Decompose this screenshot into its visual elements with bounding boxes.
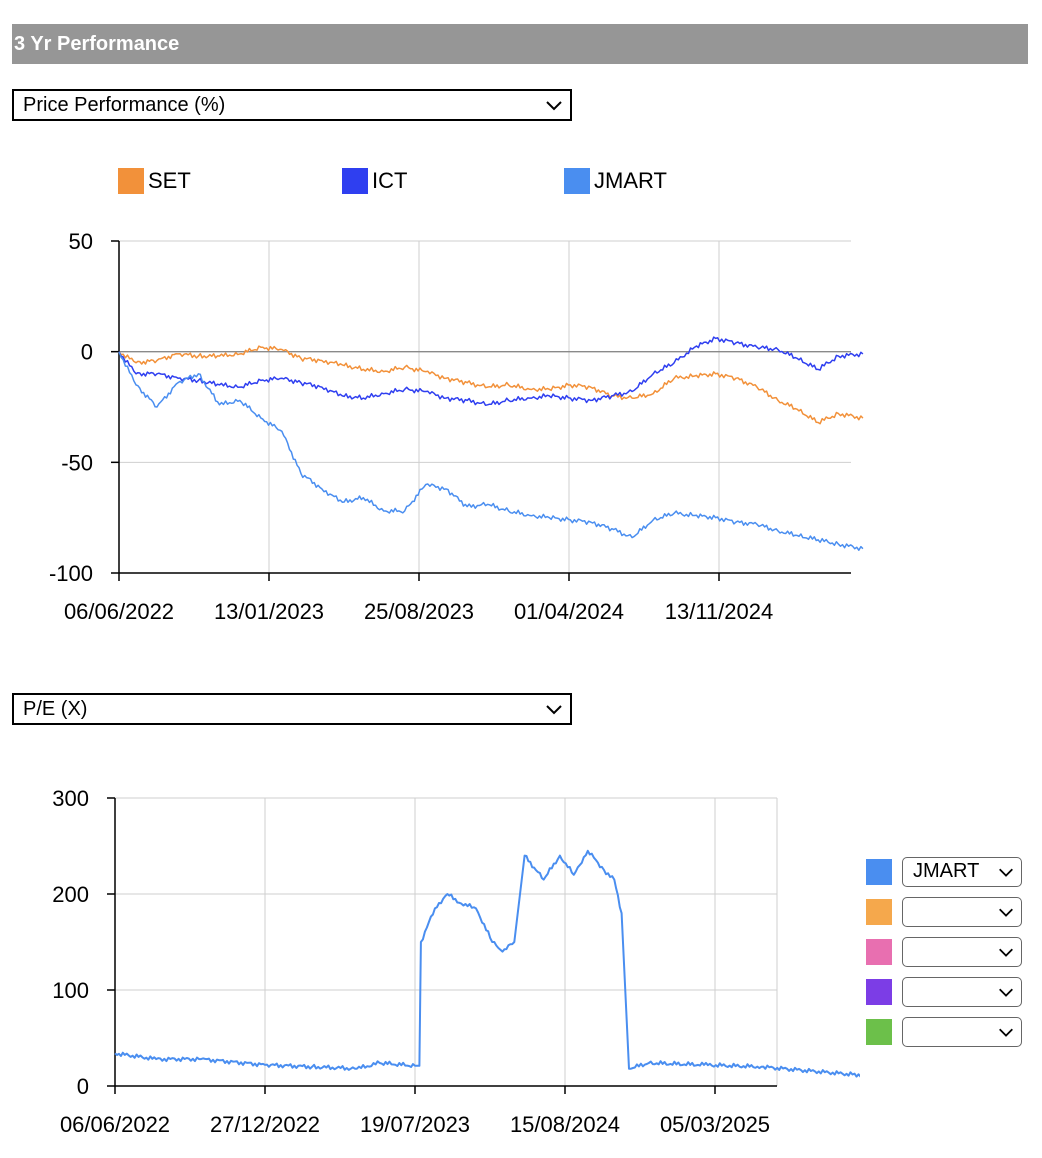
chevron-down-icon	[999, 868, 1013, 877]
legend-swatch	[342, 168, 368, 194]
x-tick-label: 05/03/2025	[660, 1112, 770, 1137]
x-tick-label: 25/08/2023	[364, 599, 474, 624]
y-tick-label: 0	[81, 340, 93, 365]
chevron-down-icon	[546, 705, 562, 715]
comparison-select-2[interactable]	[902, 897, 1022, 927]
y-tick-label: 50	[69, 229, 93, 254]
y-tick-label: 300	[52, 786, 89, 811]
x-tick-label: 15/08/2024	[510, 1112, 620, 1137]
comparison-select-3[interactable]	[902, 937, 1022, 967]
legend-label: JMART	[594, 168, 667, 193]
comparison-select-1[interactable]: JMART	[902, 857, 1022, 887]
series-line-jmart	[118, 351, 864, 551]
y-tick-label: 200	[52, 882, 89, 907]
series-line-jmart	[114, 849, 860, 1078]
pe-ratio-chart: 300 200 100 0 06/06/2022 27/12/2022 19/07/2023…	[52, 786, 860, 1137]
comparison-swatch	[866, 979, 892, 1005]
comparison-swatch	[866, 939, 892, 965]
comparison-select-4[interactable]	[902, 977, 1022, 1007]
legend-label: SET	[148, 168, 191, 193]
series-line-ict	[118, 336, 864, 407]
y-tick-label: 0	[77, 1074, 89, 1099]
price-performance-chart: 50 0 -50 -100 06/06/2022 13/01/2023 25/08/2023…	[49, 229, 864, 624]
series-line-set	[118, 345, 864, 425]
y-tick-label: -50	[61, 450, 93, 475]
x-tick-label: 13/11/2024	[665, 599, 773, 624]
chevron-down-icon	[546, 101, 562, 111]
legend-swatch	[564, 168, 590, 194]
chevron-down-icon	[999, 988, 1013, 997]
y-tick-label: 100	[52, 978, 89, 1003]
ratio-metric-select[interactable]: P/E (X)	[12, 693, 572, 725]
legend-swatch	[118, 168, 144, 194]
comparison-value: JMART	[913, 860, 980, 882]
x-tick-label: 27/12/2022	[210, 1112, 320, 1137]
section-header: 3 Yr Performance	[12, 24, 1028, 64]
x-tick-label: 06/06/2022	[60, 1112, 170, 1137]
y-tick-label: -100	[49, 561, 93, 586]
comparison-swatch	[866, 859, 892, 885]
chevron-down-icon	[999, 1028, 1013, 1037]
x-tick-label: 13/01/2023	[214, 599, 324, 624]
comparison-swatch	[866, 899, 892, 925]
performance-metric-value: Price Performance (%)	[23, 94, 226, 116]
performance-metric-select[interactable]: Price Performance (%)	[12, 89, 572, 121]
chevron-down-icon	[999, 948, 1013, 957]
legend-label: ICT	[372, 168, 408, 193]
chevron-down-icon	[999, 908, 1013, 917]
x-tick-label: 06/06/2022	[64, 599, 174, 624]
ratio-metric-value: P/E (X)	[23, 698, 88, 720]
x-tick-label: 19/07/2023	[360, 1112, 470, 1137]
comparison-select-5[interactable]	[902, 1017, 1022, 1047]
x-tick-label: 01/04/2024	[514, 599, 624, 624]
comparison-swatch	[866, 1019, 892, 1045]
